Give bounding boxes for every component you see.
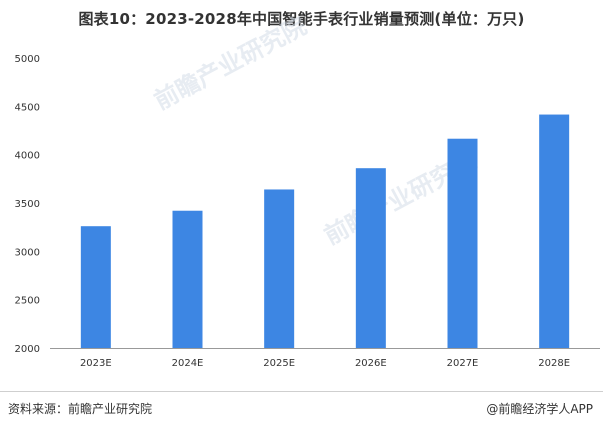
source-note: 资料来源：前瞻产业研究院 [8,402,153,416]
bar-2027E [447,138,478,348]
x-tick-label: 2023E [80,358,112,369]
bars [80,114,570,348]
x-tick-label: 2026E [355,358,387,369]
footer-divider [0,391,603,392]
x-tick-label: 2027E [447,358,479,369]
x-axis: 2023E 2024E 2025E 2026E 2027E 2028E [80,358,570,369]
bar-2024E [172,210,203,348]
y-tick-label: 2500 [15,296,40,307]
y-axis: 2000 2500 3000 3500 4000 4500 5000 [15,54,40,355]
brand-credit: @前瞻经济学人APP [486,402,593,416]
y-tick-label: 4000 [15,151,40,162]
watermark-text: 前瞻产业研究院 [150,12,311,116]
bar-2025E [264,189,295,348]
bar-2028E [539,114,570,348]
y-tick-label: 2000 [15,344,40,355]
y-tick-label: 5000 [15,54,40,65]
x-tick-label: 2028E [538,358,570,369]
bar-2023E [80,226,111,348]
y-tick-label: 4500 [15,102,40,113]
y-tick-label: 3500 [15,199,40,210]
y-tick-label: 3000 [15,247,40,258]
chart-title: 图表10：2023-2028年中国智能手表行业销量预测(单位：万只) [78,10,525,28]
x-tick-label: 2024E [172,358,204,369]
bar-2026E [355,168,386,348]
x-tick-label: 2025E [263,358,295,369]
